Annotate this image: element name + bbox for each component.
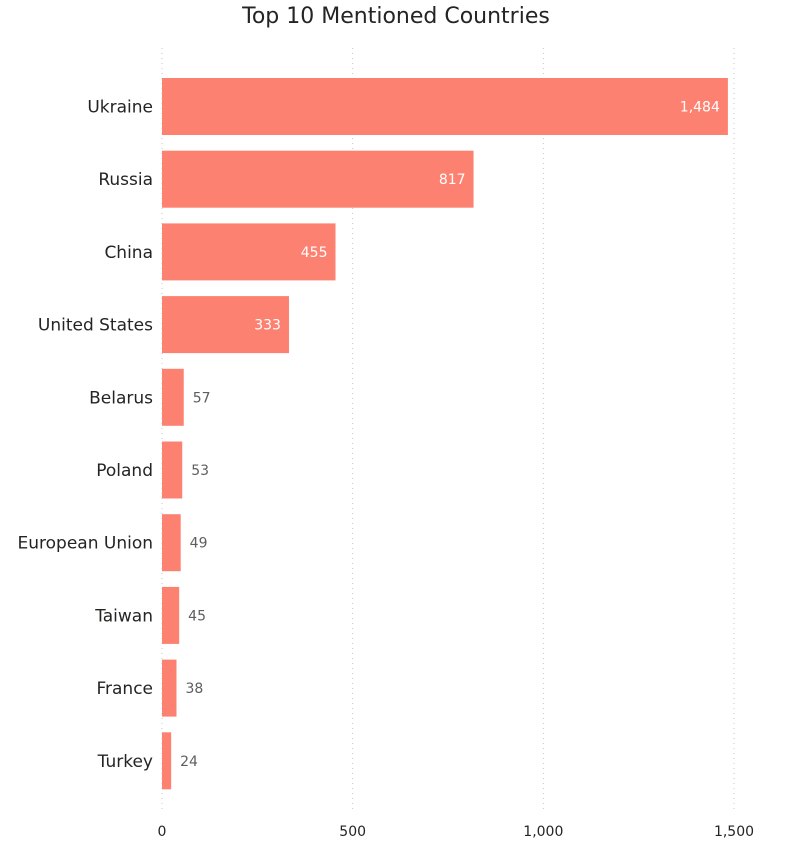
category-label: France bbox=[96, 679, 153, 699]
data-label: 1,484 bbox=[680, 100, 720, 116]
data-label: 455 bbox=[301, 245, 328, 261]
bar bbox=[162, 150, 474, 208]
category-label: Poland bbox=[96, 461, 153, 481]
data-label: 38 bbox=[185, 681, 203, 697]
bar bbox=[162, 586, 180, 644]
category-label: China bbox=[104, 243, 153, 263]
bar bbox=[162, 732, 172, 790]
bar bbox=[162, 296, 289, 354]
category-label: Russia bbox=[98, 170, 153, 190]
category-label: Belarus bbox=[89, 388, 153, 408]
x-tick-label: 1,500 bbox=[714, 824, 754, 840]
data-label: 24 bbox=[180, 754, 198, 770]
bar bbox=[162, 368, 184, 426]
x-tick-label: 1,000 bbox=[523, 824, 563, 840]
data-label: 57 bbox=[193, 390, 211, 406]
x-tick-label: 0 bbox=[158, 824, 167, 840]
data-label: 49 bbox=[190, 536, 208, 552]
data-label: 817 bbox=[439, 172, 466, 188]
data-label: 333 bbox=[254, 318, 281, 334]
bar bbox=[162, 441, 183, 499]
bar bbox=[162, 78, 728, 135]
category-label: Turkey bbox=[97, 752, 153, 772]
category-label: Taiwan bbox=[94, 606, 153, 626]
category-label: United States bbox=[38, 316, 153, 336]
bar bbox=[162, 659, 177, 717]
x-tick-label: 500 bbox=[339, 824, 366, 840]
category-label: Ukraine bbox=[87, 98, 153, 118]
bar bbox=[162, 223, 336, 281]
chart-title: Top 10 Mentioned Countries bbox=[242, 4, 550, 29]
category-label: European Union bbox=[18, 534, 154, 554]
data-label: 53 bbox=[191, 463, 209, 479]
data-label: 45 bbox=[188, 608, 206, 624]
bar bbox=[162, 514, 181, 572]
